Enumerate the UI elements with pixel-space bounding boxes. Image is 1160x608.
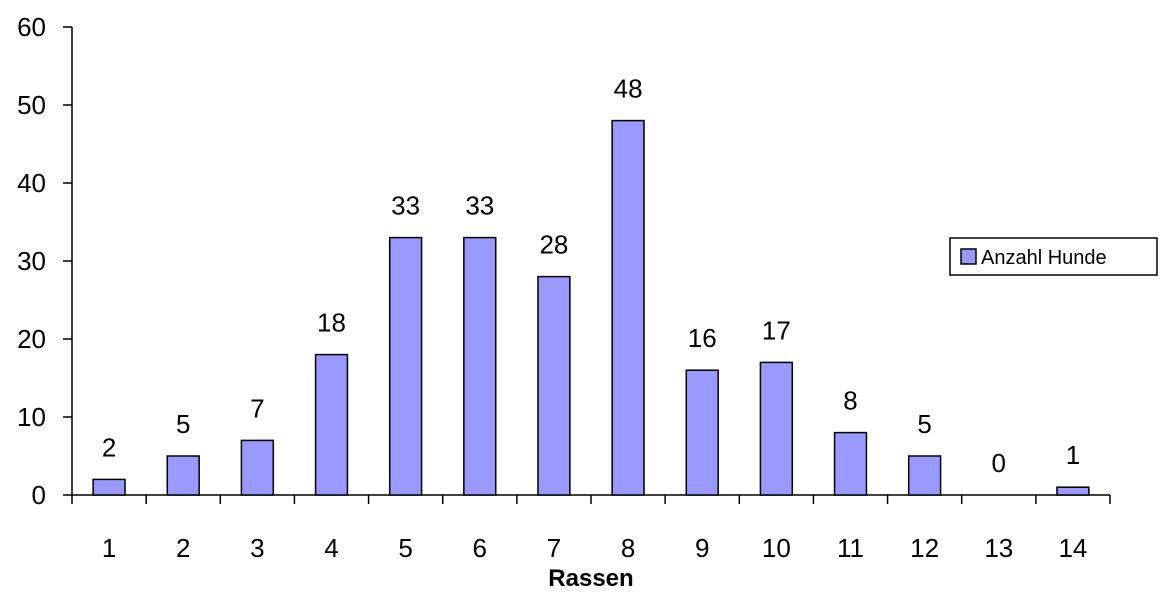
data-label: 1 [1066,440,1080,470]
bar [92,478,126,496]
data-label: 5 [176,409,190,439]
bar [907,455,942,496]
data-label: 2 [102,432,116,462]
legend-label: Anzahl Hunde [981,247,1107,269]
y-tick-label: 50 [17,90,46,120]
x-tick-label: 8 [621,533,635,563]
x-axis-title: Rassen [548,565,633,592]
x-tick-label: 7 [547,533,561,563]
data-labels: 2 5 7 18 33 33 28 48 16 17 8 5 0 1 [102,74,1080,478]
x-tick-label: 12 [910,533,939,563]
bar [759,361,794,496]
y-tick-label: 10 [17,402,46,432]
data-label: 48 [614,74,643,104]
bar [611,119,645,496]
legend-box [949,237,1158,276]
data-label: 33 [465,191,494,221]
data-label: 16 [688,323,717,353]
x-tick-label: 9 [695,533,709,563]
y-tick-label: 0 [32,480,46,510]
bar [537,275,571,496]
legend: Anzahl Hunde [949,237,1158,276]
x-tick-label: 1 [102,533,116,563]
x-tick-label: 11 [837,533,864,563]
y-tick-label: 40 [17,168,46,198]
data-label: 7 [250,393,264,423]
x-tick-label: 6 [473,533,487,563]
bar [1056,486,1090,496]
bar [240,439,275,496]
bar [314,353,349,496]
y-tick-label: 30 [17,246,46,276]
x-tick-label: 3 [250,533,264,563]
data-label: 33 [391,191,420,221]
x-tick-label: 10 [762,533,791,563]
bars [92,119,1090,496]
x-tick-label: 2 [176,533,190,563]
legend-swatch [960,248,977,265]
bar [166,455,200,496]
data-label: 8 [843,386,857,416]
bar [388,236,423,496]
y-tick-label: 20 [17,324,46,354]
data-label: 28 [539,230,568,260]
data-label: 18 [317,308,346,338]
data-label: 0 [992,448,1006,478]
x-tick-label: 5 [398,533,412,563]
bar [463,236,497,496]
data-label: 17 [762,315,791,345]
bar [685,369,719,496]
x-axis: 1 2 3 4 5 6 7 8 9 10 11 12 13 14 [71,494,1111,563]
bar [833,431,868,496]
y-tick-label: 60 [17,12,46,42]
y-axis: 0 10 20 30 40 50 60 [17,12,73,510]
x-tick-label: 4 [324,533,338,563]
x-tick-label: 14 [1058,533,1087,563]
x-tick-label: 13 [984,533,1013,563]
data-label: 5 [917,409,931,439]
